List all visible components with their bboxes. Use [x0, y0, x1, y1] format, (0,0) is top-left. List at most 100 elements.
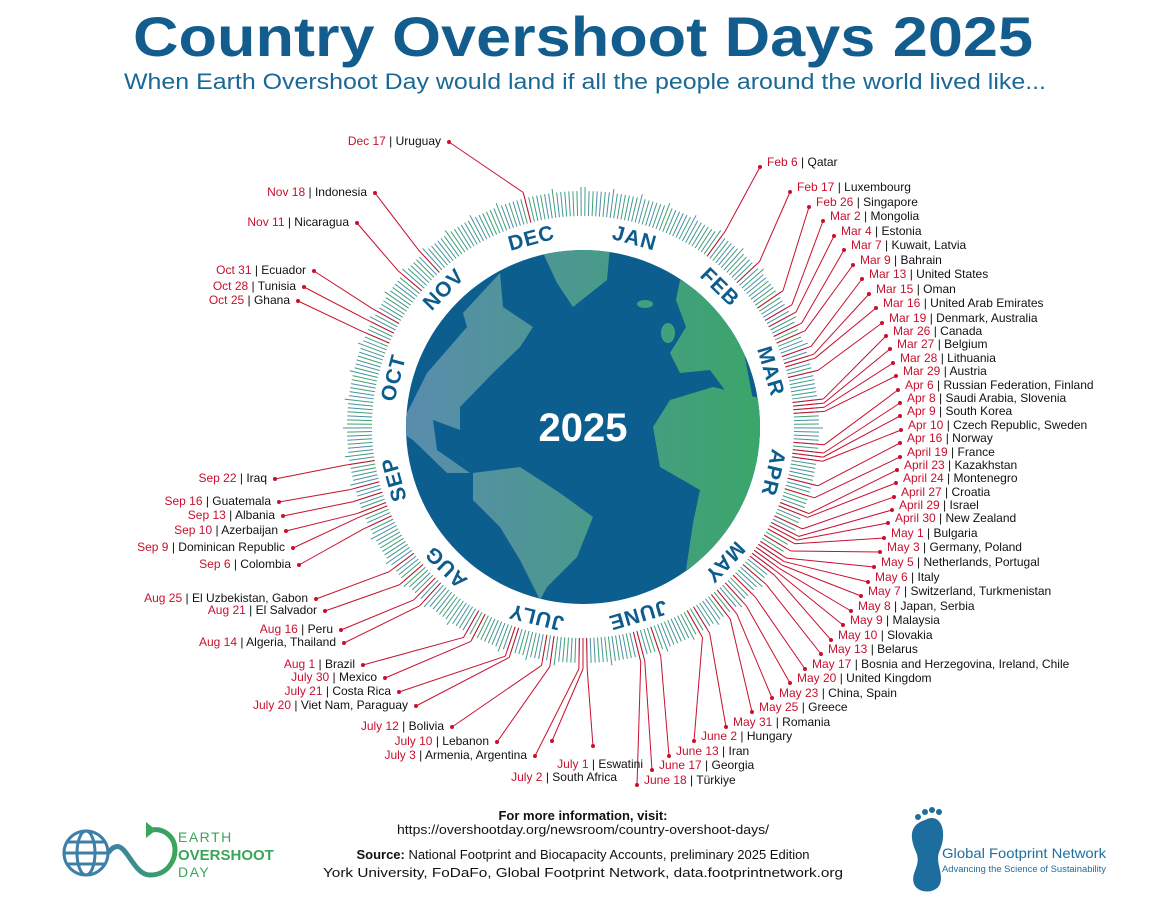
- day-tick: [600, 637, 604, 663]
- day-tick: [347, 434, 373, 437]
- day-tick: [766, 310, 789, 325]
- date-tick: [778, 505, 808, 518]
- more-info-label: For more information, visit:: [498, 808, 667, 823]
- day-tick: [598, 191, 602, 217]
- day-tick: [765, 531, 788, 545]
- day-tick: [699, 602, 714, 624]
- country-label: Feb 26 | Singapore: [816, 195, 918, 209]
- overshoot-date: May 10: [838, 628, 878, 642]
- day-tick: [384, 291, 409, 309]
- separator: |: [687, 773, 697, 787]
- date-tick: [749, 555, 775, 576]
- day-tick: [364, 336, 389, 347]
- overshoot-date: May 25: [759, 700, 799, 714]
- overshoot-date: May 8: [858, 599, 891, 613]
- day-tick: [384, 540, 406, 556]
- globe-icon: [62, 829, 110, 877]
- leader-dot: [667, 754, 671, 758]
- country-name: Croatia: [951, 485, 990, 499]
- day-tick: [459, 606, 473, 629]
- overshoot-date: Aug 21: [208, 603, 246, 617]
- country-name: Netherlands, Portugal: [923, 555, 1039, 569]
- overshoot-date: Aug 14: [199, 635, 237, 649]
- info-link[interactable]: https://overshootday.org/newsroom/countr…: [397, 822, 769, 837]
- day-tick: [532, 196, 539, 221]
- day-tick: [566, 637, 569, 663]
- country-label: Nov 18 | Indonesia: [267, 185, 367, 199]
- day-tick: [634, 194, 643, 223]
- country-label: April 29 | Israel: [899, 498, 979, 512]
- separator: |: [937, 351, 947, 365]
- country-name: Peru: [308, 622, 333, 636]
- day-tick: [491, 621, 503, 645]
- leader-line: [303, 286, 367, 320]
- day-tick: [502, 625, 513, 650]
- source-line: Source: National Footprint and Biocapaci…: [356, 847, 809, 862]
- country-label: Mar 19 | Denmark, Australia: [889, 311, 1038, 325]
- day-tick: [356, 484, 381, 493]
- country-label: April 27 | Croatia: [901, 485, 990, 499]
- separator: |: [936, 404, 946, 418]
- leader-line: [754, 596, 806, 670]
- day-tick: [455, 604, 470, 627]
- country-name: Ghana: [254, 293, 290, 307]
- separator: |: [945, 458, 955, 472]
- overshoot-date: June 17: [659, 758, 702, 772]
- day-tick: [638, 199, 646, 224]
- date-tick: [736, 261, 760, 284]
- day-tick: [512, 201, 521, 226]
- loop-arrow-icon: [105, 827, 178, 878]
- day-tick: [646, 627, 656, 652]
- leader-dot: [447, 140, 451, 144]
- date-tick: [767, 528, 796, 545]
- day-tick: [464, 222, 478, 245]
- country-label: Aug 16 | Peru: [260, 622, 333, 636]
- day-tick: [442, 596, 458, 618]
- day-tick: [793, 445, 819, 449]
- date-tick: [349, 481, 380, 491]
- day-tick: [445, 598, 461, 620]
- date-tick: [356, 502, 387, 515]
- day-tick: [620, 194, 626, 220]
- separator: |: [883, 613, 893, 627]
- country-label: July 12 | Bolivia: [361, 719, 445, 733]
- day-tick: [734, 262, 753, 281]
- day-tick: [658, 203, 671, 231]
- day-tick: [587, 191, 590, 217]
- separator: |: [908, 570, 918, 584]
- overshoot-date: May 17: [812, 657, 852, 671]
- day-tick: [777, 508, 801, 520]
- country-label: Feb 6 | Qatar: [767, 155, 838, 169]
- country-label: Aug 1 | Brazil: [284, 657, 355, 671]
- separator: |: [861, 209, 871, 223]
- day-tick: [700, 231, 716, 253]
- day-tick: [432, 589, 450, 610]
- country-label: Apr 9 | South Korea: [907, 404, 1013, 418]
- day-tick: [422, 248, 443, 271]
- leader-dot: [892, 495, 896, 499]
- overshoot-date: July 2: [511, 770, 543, 784]
- day-tick: [685, 220, 699, 243]
- leader-line: [824, 389, 899, 446]
- date-tick: [693, 606, 711, 634]
- day-tick: [741, 268, 764, 289]
- day-tick: [516, 200, 525, 225]
- leader-line: [660, 656, 670, 757]
- leader-line: [313, 270, 373, 309]
- country-name: South Africa: [552, 770, 617, 784]
- leader-line: [298, 528, 364, 566]
- leader-line: [384, 640, 472, 679]
- country-label: Sep 22 | Iraq: [198, 471, 267, 485]
- day-tick: [478, 214, 491, 238]
- month-label-sep: SEP: [378, 455, 412, 505]
- country-label: May 1 | Bulgaria: [891, 526, 978, 540]
- day-tick: [782, 495, 807, 505]
- country-name: Luxembourg: [844, 180, 911, 194]
- date-tick: [760, 540, 787, 559]
- day-tick: [772, 518, 796, 531]
- separator: |: [798, 700, 808, 714]
- date-tick: [363, 515, 392, 530]
- overshoot-date: Sep 16: [164, 494, 202, 508]
- separator: |: [930, 324, 940, 338]
- day-tick: [615, 635, 620, 661]
